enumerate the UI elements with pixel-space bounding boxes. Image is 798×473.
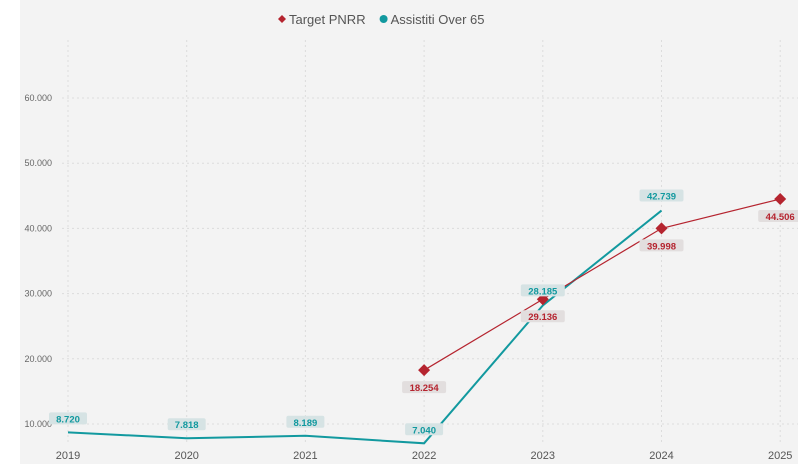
y-tick-label: 20.000 [24, 354, 52, 364]
x-tick-label: 2024 [649, 450, 673, 462]
data-label-text: 18.254 [410, 383, 440, 394]
data-label-text: 28.185 [528, 286, 558, 297]
chart-area: 10.000 20.000 30.000 40.000 50.000 60.000 2019… [20, 0, 798, 464]
legend-circle-icon [379, 15, 388, 23]
data-label-target: 44.506 [758, 210, 798, 223]
target-marker [655, 222, 668, 235]
data-label-bg [49, 412, 87, 425]
series-line-assistiti [67, 209, 663, 445]
data-label-bg [405, 423, 444, 436]
legend-item-label: Assistiti Over 65 [391, 12, 485, 27]
data-label-target: 18.254 [402, 381, 447, 394]
x-tick-label: 2022 [412, 450, 436, 462]
x-tick-label: 2020 [174, 450, 198, 462]
data-label-text: 8.720 [56, 414, 80, 425]
data-label-text: 8.189 [294, 418, 318, 429]
data-label-bg [520, 310, 565, 323]
data-label-bg [639, 189, 684, 202]
data-label-assistiti: 28.185 [520, 284, 565, 297]
data-label-text: 39.998 [647, 241, 676, 252]
x-tick-label: 2025 [768, 450, 792, 462]
data-label-assistiti: 8.720 [49, 412, 87, 425]
target-marker [418, 364, 431, 377]
target-marker [774, 193, 787, 206]
data-label-bg [520, 284, 565, 297]
y-tick-label: 30.000 [24, 289, 52, 299]
data-label-assistiti: 42.739 [639, 189, 684, 203]
data-label-bg [402, 381, 447, 394]
line-chart: 10.000 20.000 30.000 40.000 50.000 60.000 2019… [24, 12, 798, 462]
legend-item-label: Target PNRR [289, 12, 366, 27]
legend: Target PNRR Assistiti Over 65 [278, 12, 485, 27]
data-label-text: 7.040 [412, 425, 436, 436]
x-tick-label: 2019 [56, 450, 80, 462]
series-line-target [423, 198, 781, 371]
data-label-bg [167, 418, 206, 431]
y-tick-label: 60.000 [24, 93, 52, 103]
data-label-bg [639, 239, 684, 252]
data-label-target: 29.136 [520, 310, 565, 323]
data-label-text: 44.506 [766, 212, 795, 223]
data-label-target: 39.998 [639, 239, 684, 252]
legend-diamond-icon [278, 15, 286, 23]
y-tick-label: 10.000 [24, 419, 52, 429]
data-label-assistiti: 8.189 [286, 415, 325, 429]
x-tick-label: 2021 [293, 450, 317, 462]
data-label-text: 7.818 [175, 420, 199, 431]
y-tick-label: 40.000 [24, 223, 52, 233]
data-label-assistiti: 7.818 [167, 418, 206, 431]
data-label-text: 42.739 [647, 192, 676, 203]
y-tick-label: 50.000 [24, 158, 52, 168]
data-label-bg [758, 210, 798, 223]
data-label-assistiti: 7.040 [405, 423, 444, 436]
data-label-bg [286, 415, 325, 428]
data-label-text: 29.136 [528, 312, 557, 323]
x-tick-label: 2023 [531, 450, 555, 462]
